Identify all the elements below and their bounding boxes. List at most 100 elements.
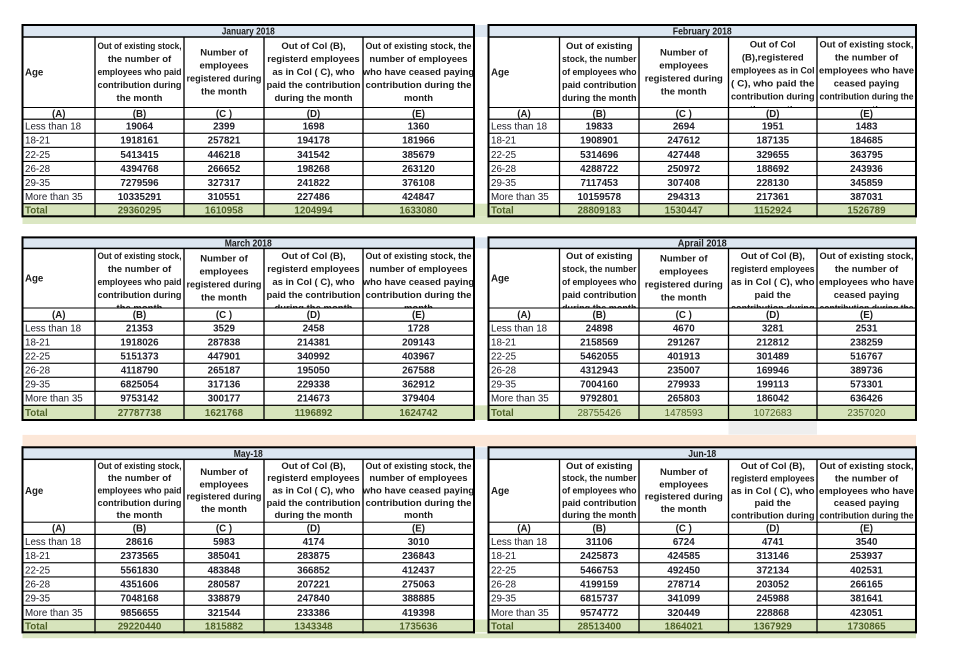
svg-text:1908901: 1908901 [580, 136, 619, 147]
svg-text:Number of: Number of [200, 467, 248, 478]
svg-text:(A): (A) [52, 109, 65, 120]
svg-text:1918026: 1918026 [120, 338, 159, 349]
svg-text:employees: employees [659, 479, 708, 490]
svg-text:employees: employees [199, 479, 248, 490]
svg-text:5151373: 5151373 [120, 352, 159, 363]
svg-text:registered during: registered during [645, 492, 723, 503]
svg-text:1478593: 1478593 [665, 408, 704, 419]
svg-text:4118790: 4118790 [121, 366, 159, 377]
svg-text:363795: 363795 [850, 150, 883, 161]
svg-text:registerd employees: registerd employees [731, 264, 815, 275]
svg-text:516767: 516767 [850, 352, 883, 363]
svg-text:(C ): (C ) [216, 524, 232, 535]
svg-text:283875: 283875 [297, 551, 330, 562]
svg-text:2458: 2458 [303, 324, 325, 335]
svg-text:month: month [404, 303, 433, 314]
svg-text:(A): (A) [52, 310, 65, 321]
svg-text:228130: 228130 [756, 178, 789, 189]
svg-text:Total: Total [25, 621, 48, 632]
svg-text:(C ): (C ) [676, 310, 692, 321]
svg-text:during the month: during the month [562, 93, 637, 104]
svg-text:(D): (D) [766, 310, 779, 321]
svg-text:203052: 203052 [756, 579, 789, 590]
svg-text:Less than 18: Less than 18 [491, 122, 548, 133]
svg-text:424585: 424585 [667, 551, 700, 562]
svg-text:1815882: 1815882 [205, 621, 244, 632]
svg-text:(C ): (C ) [676, 109, 692, 120]
svg-text:Out of Col: Out of Col [750, 39, 796, 50]
svg-text:Aprail 2018: Aprail 2018 [678, 238, 728, 249]
svg-text:7279596: 7279596 [120, 178, 159, 189]
svg-text:the number of: the number of [108, 54, 172, 65]
svg-text:385041: 385041 [208, 551, 241, 562]
svg-text:the number of: the number of [835, 52, 899, 63]
svg-text:492450: 492450 [667, 565, 700, 576]
svg-text:235007: 235007 [667, 366, 700, 377]
svg-text:(A): (A) [52, 524, 65, 535]
svg-text:403967: 403967 [402, 352, 435, 363]
svg-text:6825054: 6825054 [120, 380, 159, 391]
svg-text:1360: 1360 [408, 122, 430, 133]
svg-text:3281: 3281 [762, 324, 784, 335]
svg-text:registered during: registered during [645, 280, 723, 291]
svg-text:320449: 320449 [667, 608, 700, 619]
svg-text:(C ): (C ) [216, 109, 232, 120]
svg-text:(A): (A) [517, 310, 530, 321]
svg-text:184685: 184685 [850, 136, 883, 147]
svg-text:employees as in Col: employees as in Col [731, 65, 815, 76]
svg-text:registered during: registered during [187, 280, 262, 291]
svg-text:1918161: 1918161 [120, 136, 159, 147]
svg-text:26-28: 26-28 [25, 366, 51, 377]
svg-text:636426: 636426 [850, 394, 883, 405]
svg-text:(B): (B) [593, 109, 606, 120]
svg-text:9574772: 9574772 [580, 608, 619, 619]
svg-text:18-21: 18-21 [491, 551, 516, 562]
svg-text:29-35: 29-35 [25, 380, 51, 391]
svg-text:188692: 188692 [756, 164, 789, 175]
svg-text:24898: 24898 [586, 324, 614, 335]
svg-text:7048168: 7048168 [120, 594, 159, 605]
svg-text:stock, the number: stock, the number [562, 473, 637, 484]
svg-text:1367929: 1367929 [754, 621, 793, 632]
svg-text:Less than 18: Less than 18 [25, 324, 82, 335]
svg-text:Number of: Number of [660, 254, 708, 265]
svg-text:266165: 266165 [850, 579, 883, 590]
svg-text:412437: 412437 [402, 565, 435, 576]
svg-text:Total: Total [491, 205, 514, 216]
svg-text:employees who paid: employees who paid [98, 485, 182, 496]
svg-text:4288722: 4288722 [580, 164, 619, 175]
svg-text:329655: 329655 [756, 150, 789, 161]
svg-text:1735636: 1735636 [399, 621, 438, 632]
svg-text:301489: 301489 [756, 352, 789, 363]
svg-text:Less than 18: Less than 18 [25, 537, 82, 548]
svg-text:362912: 362912 [402, 380, 435, 391]
svg-text:317136: 317136 [208, 380, 241, 391]
svg-text:paid the contribution: paid the contribution [267, 290, 361, 301]
svg-text:who have ceased paying: who have ceased paying [362, 67, 475, 78]
svg-text:1730865: 1730865 [847, 621, 886, 632]
svg-text:Less than 18: Less than 18 [491, 537, 548, 548]
svg-text:registered during: registered during [645, 74, 723, 85]
svg-text:Total: Total [491, 408, 514, 419]
svg-text:( C), who paid the: ( C), who paid the [731, 78, 815, 89]
svg-text:paid the contribution: paid the contribution [267, 80, 361, 91]
svg-text:February 2018: February 2018 [673, 27, 732, 38]
svg-text:(E): (E) [412, 109, 425, 120]
svg-text:January 2018: January 2018 [222, 27, 275, 38]
svg-text:28809183: 28809183 [577, 205, 621, 216]
svg-text:Out of Col (B),: Out of Col (B), [281, 41, 345, 52]
svg-text:26-28: 26-28 [491, 579, 517, 590]
svg-text:the month: the month [117, 510, 163, 521]
svg-text:1530447: 1530447 [665, 205, 704, 216]
svg-text:month: month [404, 93, 433, 104]
svg-text:209143: 209143 [402, 338, 435, 349]
svg-text:Less than 18: Less than 18 [25, 122, 82, 133]
svg-text:2531: 2531 [856, 324, 878, 335]
svg-text:22-25: 22-25 [491, 150, 517, 161]
svg-text:paid contribution: paid contribution [562, 498, 637, 509]
svg-text:3010: 3010 [408, 537, 430, 548]
svg-text:Age: Age [25, 67, 44, 78]
svg-text:18-21: 18-21 [491, 338, 516, 349]
svg-text:(B): (B) [133, 310, 146, 321]
svg-text:345859: 345859 [850, 178, 883, 189]
